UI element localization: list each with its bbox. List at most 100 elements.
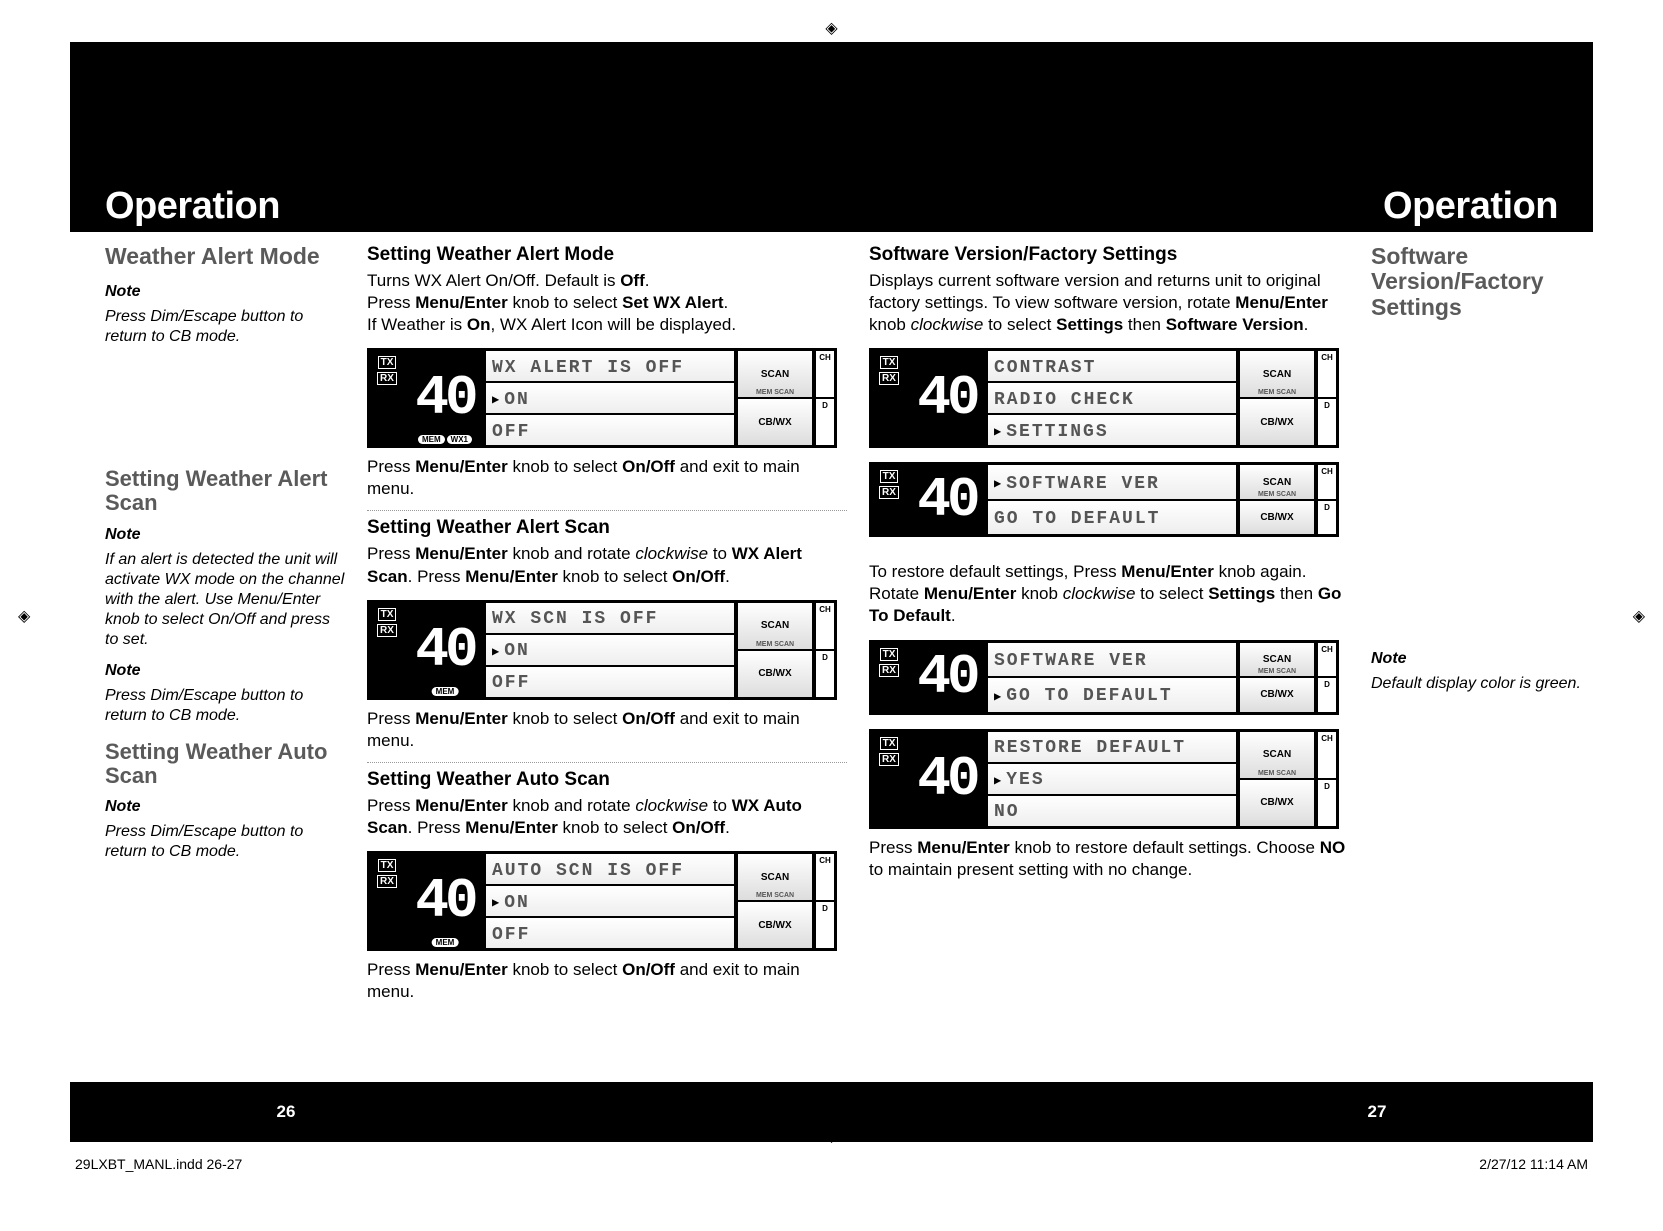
ch-label: CH xyxy=(815,602,835,650)
lcd-button-column: SCANMEM SCAN CB/WX xyxy=(1237,464,1315,535)
lcd-button-column: SCANMEM SCAN CB/WX xyxy=(1237,642,1315,713)
body-text: Press Menu/Enter knob and rotate clockwi… xyxy=(367,795,847,839)
lcd-menu-line: YES xyxy=(987,763,1237,795)
cbwx-button: CB/WX xyxy=(1239,779,1315,827)
lcd-channel-number: 40 xyxy=(907,350,987,446)
lcd-txrx-column: TX RX xyxy=(871,642,907,713)
lcd-channel-number: 40 xyxy=(907,464,987,535)
lcd-button-column: SCANMEM SCAN CB/WX xyxy=(735,350,813,446)
lcd-chip: WX1 xyxy=(447,435,472,444)
lcd-side-column: CH D xyxy=(813,853,835,949)
lcd-chip-row: MEM xyxy=(432,938,459,947)
rx-indicator: RX xyxy=(879,664,899,677)
lcd-channel-number: 40 xyxy=(907,731,987,827)
cbwx-button: CB/WX xyxy=(1239,677,1315,713)
cbwx-button: CB/WX xyxy=(1239,398,1315,446)
separator xyxy=(367,762,847,763)
separator xyxy=(367,510,847,511)
section-heading: Software Version/Factory Settings xyxy=(869,244,1349,266)
right-sidebar: Software Version/Factory Settings Note D… xyxy=(1371,244,1611,1075)
channel-digits: 40 xyxy=(415,873,474,929)
lcd-menu-lines: RESTORE DEFAULTYESNO xyxy=(987,731,1237,827)
cbwx-button: CB/WX xyxy=(1239,500,1315,536)
rx-indicator: RX xyxy=(879,372,899,385)
ch-label: CH xyxy=(1317,642,1337,678)
d-label: D xyxy=(1317,500,1337,536)
note-text: If an alert is detected the unit will ac… xyxy=(105,550,345,650)
lcd-menu-line: SETTINGS xyxy=(987,414,1237,446)
lcd-chip: MEM xyxy=(432,687,459,696)
channel-digits: 40 xyxy=(917,370,976,426)
crop-mark-top: ◈ xyxy=(825,18,837,38)
lcd-menu-line: RADIO CHECK xyxy=(987,382,1237,414)
lcd-menu-lines: CONTRASTRADIO CHECKSETTINGS xyxy=(987,350,1237,446)
lcd-display-software-ver: TX RX 40 SOFTWARE VERGO TO DEFAULT SCANM… xyxy=(869,462,1339,537)
d-label: D xyxy=(815,650,835,698)
lcd-chip: MEM xyxy=(432,938,459,947)
body-text: Press Menu/Enter knob and rotate clockwi… xyxy=(367,543,847,587)
sidebar-heading-weather-alert-mode: Weather Alert Mode xyxy=(105,244,345,269)
footer-filename: 29LXBT_MANL.indd 26-27 xyxy=(75,1156,242,1172)
lcd-menu-line: CONTRAST xyxy=(987,350,1237,382)
lcd-display-auto-scan: TX RX 40 MEM AUTO SCN IS OFFONOFF SCANME… xyxy=(367,851,837,951)
main-column-left: Setting Weather Alert Mode Turns WX Aler… xyxy=(367,244,847,1075)
lcd-menu-line: WX ALERT IS OFF xyxy=(485,350,735,382)
lcd-menu-line: ON xyxy=(485,634,735,666)
ch-label: CH xyxy=(815,350,835,398)
left-sidebar: Weather Alert Mode Note Press Dim/Escape… xyxy=(105,244,345,1075)
title-band: Operation Operation xyxy=(70,177,1593,232)
body-text: Press Menu/Enter knob to select On/Off a… xyxy=(367,959,847,1003)
lcd-display-settings: TX RX 40 CONTRASTRADIO CHECKSETTINGS SCA… xyxy=(869,348,1339,448)
lcd-menu-line: RESTORE DEFAULT xyxy=(987,731,1237,763)
lcd-channel-number: 40 MEM xyxy=(405,853,485,949)
lcd-txrx-column: TX RX xyxy=(871,350,907,446)
lcd-menu-line: SOFTWARE VER xyxy=(987,464,1237,500)
lcd-button-column: SCANMEM SCAN CB/WX xyxy=(1237,350,1315,446)
lcd-side-column: CH D xyxy=(1315,464,1337,535)
lcd-txrx-column: TX RX xyxy=(369,350,405,446)
lcd-txrx-column: TX RX xyxy=(369,602,405,698)
tx-indicator: TX xyxy=(880,737,899,750)
lcd-menu-line: GO TO DEFAULT xyxy=(987,677,1237,713)
d-label: D xyxy=(1317,779,1337,827)
body-text: Press Menu/Enter knob to select On/Off a… xyxy=(367,708,847,752)
lcd-chip-row: MEM xyxy=(432,687,459,696)
scan-button: SCANMEM SCAN xyxy=(1239,642,1315,678)
lcd-side-column: CH D xyxy=(813,350,835,446)
channel-digits: 40 xyxy=(917,751,976,807)
lcd-menu-lines: AUTO SCN IS OFFONOFF xyxy=(485,853,735,949)
rx-indicator: RX xyxy=(879,753,899,766)
d-label: D xyxy=(1317,677,1337,713)
rx-indicator: RX xyxy=(377,372,397,385)
lcd-button-column: SCANMEM SCAN CB/WX xyxy=(735,853,813,949)
crop-mark-right: ◈ xyxy=(1633,606,1645,626)
d-label: D xyxy=(815,901,835,949)
body-text: To restore default settings, Press Menu/… xyxy=(869,561,1349,627)
note-text: Default display color is green. xyxy=(1371,674,1611,694)
note-text: Press Dim/Escape button to return to CB … xyxy=(105,686,345,726)
lcd-side-column: CH D xyxy=(813,602,835,698)
lcd-side-column: CH D xyxy=(1315,350,1337,446)
lcd-chip-row: MEMWX1 xyxy=(418,435,472,444)
rx-indicator: RX xyxy=(377,624,397,637)
lcd-menu-line: OFF xyxy=(485,666,735,698)
note-text: Press Dim/Escape button to return to CB … xyxy=(105,822,345,862)
d-label: D xyxy=(1317,398,1337,446)
lcd-menu-lines: SOFTWARE VERGO TO DEFAULT xyxy=(987,464,1237,535)
lcd-menu-line: WX SCN IS OFF xyxy=(485,602,735,634)
cbwx-button: CB/WX xyxy=(737,901,813,949)
sidebar-heading-software-version: Software Version/Factory Settings xyxy=(1371,244,1611,320)
body-text: Press Menu/Enter knob to restore default… xyxy=(869,837,1349,881)
lcd-channel-number: 40 MEMWX1 xyxy=(405,350,485,446)
lcd-chip: MEM xyxy=(418,435,445,444)
scan-button: SCANMEM SCAN xyxy=(1239,350,1315,398)
lcd-display-wx-alert: TX RX 40 MEMWX1 WX ALERT IS OFFONOFF SCA… xyxy=(367,348,837,448)
lcd-side-column: CH D xyxy=(1315,731,1337,827)
body-text: Turns WX Alert On/Off. Default is Off.Pr… xyxy=(367,270,847,336)
page-number-left: 26 xyxy=(269,1095,303,1129)
note-label: Note xyxy=(105,526,345,544)
header-black-band xyxy=(70,42,1593,197)
lcd-display-restore-default: TX RX 40 RESTORE DEFAULTYESNO SCANMEM SC… xyxy=(869,729,1339,829)
ch-label: CH xyxy=(1317,350,1337,398)
lcd-txrx-column: TX RX xyxy=(871,464,907,535)
